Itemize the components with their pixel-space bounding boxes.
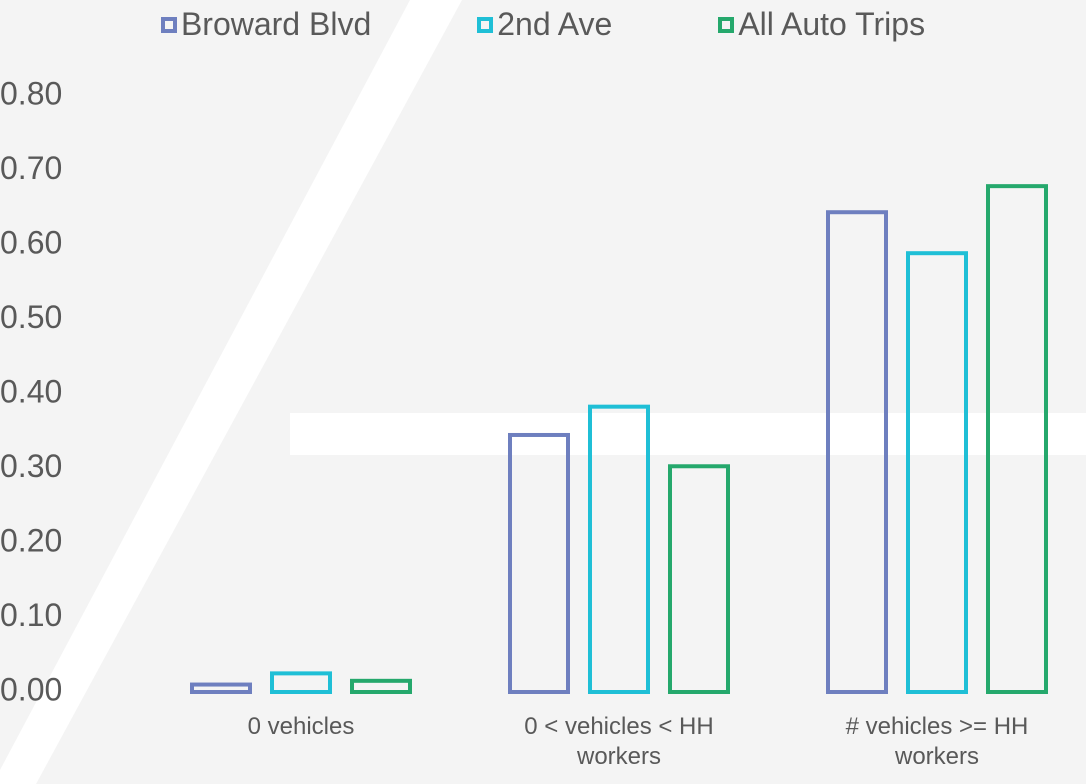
legend-swatch bbox=[718, 16, 735, 33]
legend-swatch bbox=[160, 16, 177, 33]
y-tick-label: 0.10 bbox=[0, 597, 62, 633]
legend-item: 2nd Ave bbox=[477, 6, 612, 43]
bar bbox=[826, 210, 888, 694]
legend: Broward Blvd 2nd Ave All Auto Trips bbox=[0, 6, 1086, 43]
y-tick-label: 0.50 bbox=[0, 299, 62, 335]
y-tick-label: 0.70 bbox=[0, 150, 62, 186]
y-tick-label: 0.80 bbox=[0, 75, 62, 111]
legend-item: All Auto Trips bbox=[718, 6, 925, 43]
bar bbox=[270, 671, 332, 694]
x-tick-label: 0 vehicles bbox=[247, 713, 355, 740]
background-stripe bbox=[0, 0, 462, 784]
background-band bbox=[290, 413, 1086, 455]
bar bbox=[986, 184, 1048, 695]
legend-label: All Auto Trips bbox=[738, 6, 926, 42]
x-tick-label: # vehicles >= HH workers bbox=[845, 713, 1029, 770]
bar bbox=[906, 251, 968, 694]
y-tick-label: 0.20 bbox=[0, 522, 62, 558]
bar bbox=[508, 432, 570, 694]
y-tick-label: 0.00 bbox=[0, 671, 62, 707]
x-tick-label: 0 < vehicles < HH workers bbox=[524, 713, 714, 770]
y-tick-label: 0.40 bbox=[0, 373, 62, 409]
bar bbox=[350, 678, 412, 695]
bar bbox=[668, 464, 730, 695]
legend-swatch bbox=[477, 16, 494, 33]
y-tick-label: 0.30 bbox=[0, 448, 62, 484]
bar bbox=[190, 682, 252, 694]
y-tick-label: 0.60 bbox=[0, 224, 62, 260]
legend-label: Broward Blvd bbox=[180, 6, 372, 42]
bar bbox=[588, 404, 650, 694]
legend-item: Broward Blvd bbox=[160, 6, 372, 43]
legend-label: 2nd Ave bbox=[497, 6, 613, 42]
